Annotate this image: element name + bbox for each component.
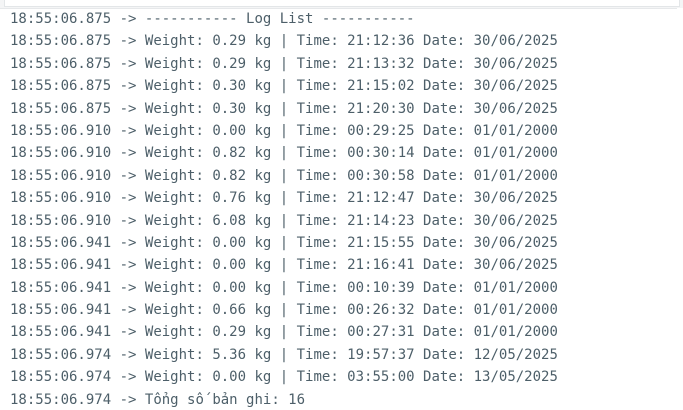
log-arrow: -> — [119, 33, 137, 50]
log-message: Weight: 5.36 kg | Time: 19:57:37 Date: 1… — [144, 346, 558, 363]
log-lines: 18:55:06.875 -> ----------- Log List ---… — [0, 8, 683, 410]
log-timestamp: 18:55:06.910 — [10, 212, 112, 229]
log-message: Weight: 0.00 kg | Time: 21:16:41 Date: 3… — [144, 257, 558, 274]
log-timestamp: 18:55:06.910 — [10, 145, 112, 162]
log-line: 18:55:06.910 -> Weight: 0.00 kg | Time: … — [10, 120, 683, 142]
log-message: Weight: 0.29 kg | Time: 21:13:32 Date: 3… — [144, 55, 558, 72]
log-arrow: -> — [119, 212, 137, 229]
log-timestamp: 18:55:06.875 — [10, 100, 112, 117]
message-input[interactable] — [4, 0, 680, 7]
log-arrow: -> — [119, 279, 137, 296]
log-line: 18:55:06.941 -> Weight: 0.29 kg | Time: … — [10, 321, 683, 343]
log-timestamp: 18:55:06.875 — [10, 11, 112, 27]
log-timestamp: 18:55:06.910 — [10, 167, 112, 184]
log-timestamp: 18:55:06.974 — [10, 346, 112, 363]
log-arrow: -> — [119, 78, 137, 95]
log-arrow: -> — [119, 302, 137, 319]
input-bar — [0, 0, 683, 9]
scrollbar[interactable] — [677, 8, 683, 410]
log-message: Weight: 0.30 kg | Time: 21:20:30 Date: 3… — [144, 100, 558, 117]
log-message: ----------- Log List ----------- — [144, 11, 415, 27]
log-message: Weight: 6.08 kg | Time: 21:14:23 Date: 3… — [144, 212, 558, 229]
log-arrow: -> — [119, 122, 137, 139]
log-arrow: -> — [119, 55, 137, 72]
log-line: 18:55:06.875 -> Weight: 0.30 kg | Time: … — [10, 98, 683, 120]
log-line: 18:55:06.910 -> Weight: 6.08 kg | Time: … — [10, 210, 683, 232]
log-message: Weight: 0.82 kg | Time: 00:30:14 Date: 0… — [144, 145, 558, 162]
log-arrow: -> — [119, 234, 137, 251]
log-timestamp: 18:55:06.910 — [10, 190, 112, 207]
log-message: Weight: 0.00 kg | Time: 00:10:39 Date: 0… — [144, 279, 558, 296]
log-line: 18:55:06.974 -> Weight: 5.36 kg | Time: … — [10, 344, 683, 366]
log-line: 18:55:06.941 -> Weight: 0.66 kg | Time: … — [10, 299, 683, 321]
log-line: 18:55:06.910 -> Weight: 0.76 kg | Time: … — [10, 187, 683, 209]
log-line: 18:55:06.910 -> Weight: 0.82 kg | Time: … — [10, 142, 683, 164]
log-line: 18:55:06.875 -> Weight: 0.29 kg | Time: … — [10, 53, 683, 75]
log-message: Weight: 0.30 kg | Time: 21:15:02 Date: 3… — [144, 78, 558, 95]
log-timestamp: 18:55:06.974 — [10, 391, 112, 408]
log-arrow: -> — [119, 257, 137, 274]
log-timestamp: 18:55:06.941 — [10, 302, 112, 319]
log-message: Weight: 0.82 kg | Time: 00:30:58 Date: 0… — [144, 167, 558, 184]
log-timestamp: 18:55:06.941 — [10, 234, 112, 251]
log-line: 18:55:06.875 -> ----------- Log List ---… — [10, 8, 683, 30]
log-arrow: -> — [119, 369, 137, 386]
log-arrow: -> — [119, 346, 137, 363]
log-arrow: -> — [119, 145, 137, 162]
log-line: 18:55:06.941 -> Weight: 0.00 kg | Time: … — [10, 254, 683, 276]
log-line: 18:55:06.974 -> Weight: 0.00 kg | Time: … — [10, 366, 683, 388]
log-timestamp: 18:55:06.875 — [10, 55, 112, 72]
log-timestamp: 18:55:06.910 — [10, 122, 112, 139]
log-message: Weight: 0.00 kg | Time: 00:29:25 Date: 0… — [144, 122, 558, 139]
log-message: Weight: 0.66 kg | Time: 00:26:32 Date: 0… — [144, 302, 558, 319]
log-message: Weight: 0.29 kg | Time: 00:27:31 Date: 0… — [144, 324, 558, 341]
log-line: 18:55:06.941 -> Weight: 0.00 kg | Time: … — [10, 277, 683, 299]
log-line: 18:55:06.910 -> Weight: 0.82 kg | Time: … — [10, 165, 683, 187]
log-timestamp: 18:55:06.974 — [10, 369, 112, 386]
log-timestamp: 18:55:06.941 — [10, 324, 112, 341]
log-arrow: -> — [119, 391, 137, 408]
log-arrow: -> — [119, 11, 137, 27]
log-arrow: -> — [119, 100, 137, 117]
log-message: Weight: 0.00 kg | Time: 03:55:00 Date: 1… — [144, 369, 558, 386]
log-timestamp: 18:55:06.875 — [10, 78, 112, 95]
log-output[interactable]: 18:55:06.875 -> ----------- Log List ---… — [0, 8, 683, 410]
log-timestamp: 18:55:06.875 — [10, 33, 112, 50]
log-message: Weight: 0.76 kg | Time: 21:12:47 Date: 3… — [144, 190, 558, 207]
log-arrow: -> — [119, 324, 137, 341]
log-message: Weight: 0.00 kg | Time: 21:15:55 Date: 3… — [144, 234, 558, 251]
log-message: Tổng số bản ghi: 16 — [144, 391, 306, 408]
log-arrow: -> — [119, 190, 137, 207]
log-line: 18:55:06.974 -> Tổng số bản ghi: 16 — [10, 389, 683, 410]
log-message: Weight: 0.29 kg | Time: 21:12:36 Date: 3… — [144, 33, 558, 50]
log-timestamp: 18:55:06.941 — [10, 279, 112, 296]
log-line: 18:55:06.875 -> Weight: 0.30 kg | Time: … — [10, 75, 683, 97]
log-line: 18:55:06.875 -> Weight: 0.29 kg | Time: … — [10, 30, 683, 52]
log-line: 18:55:06.941 -> Weight: 0.00 kg | Time: … — [10, 232, 683, 254]
log-timestamp: 18:55:06.941 — [10, 257, 112, 274]
log-arrow: -> — [119, 167, 137, 184]
